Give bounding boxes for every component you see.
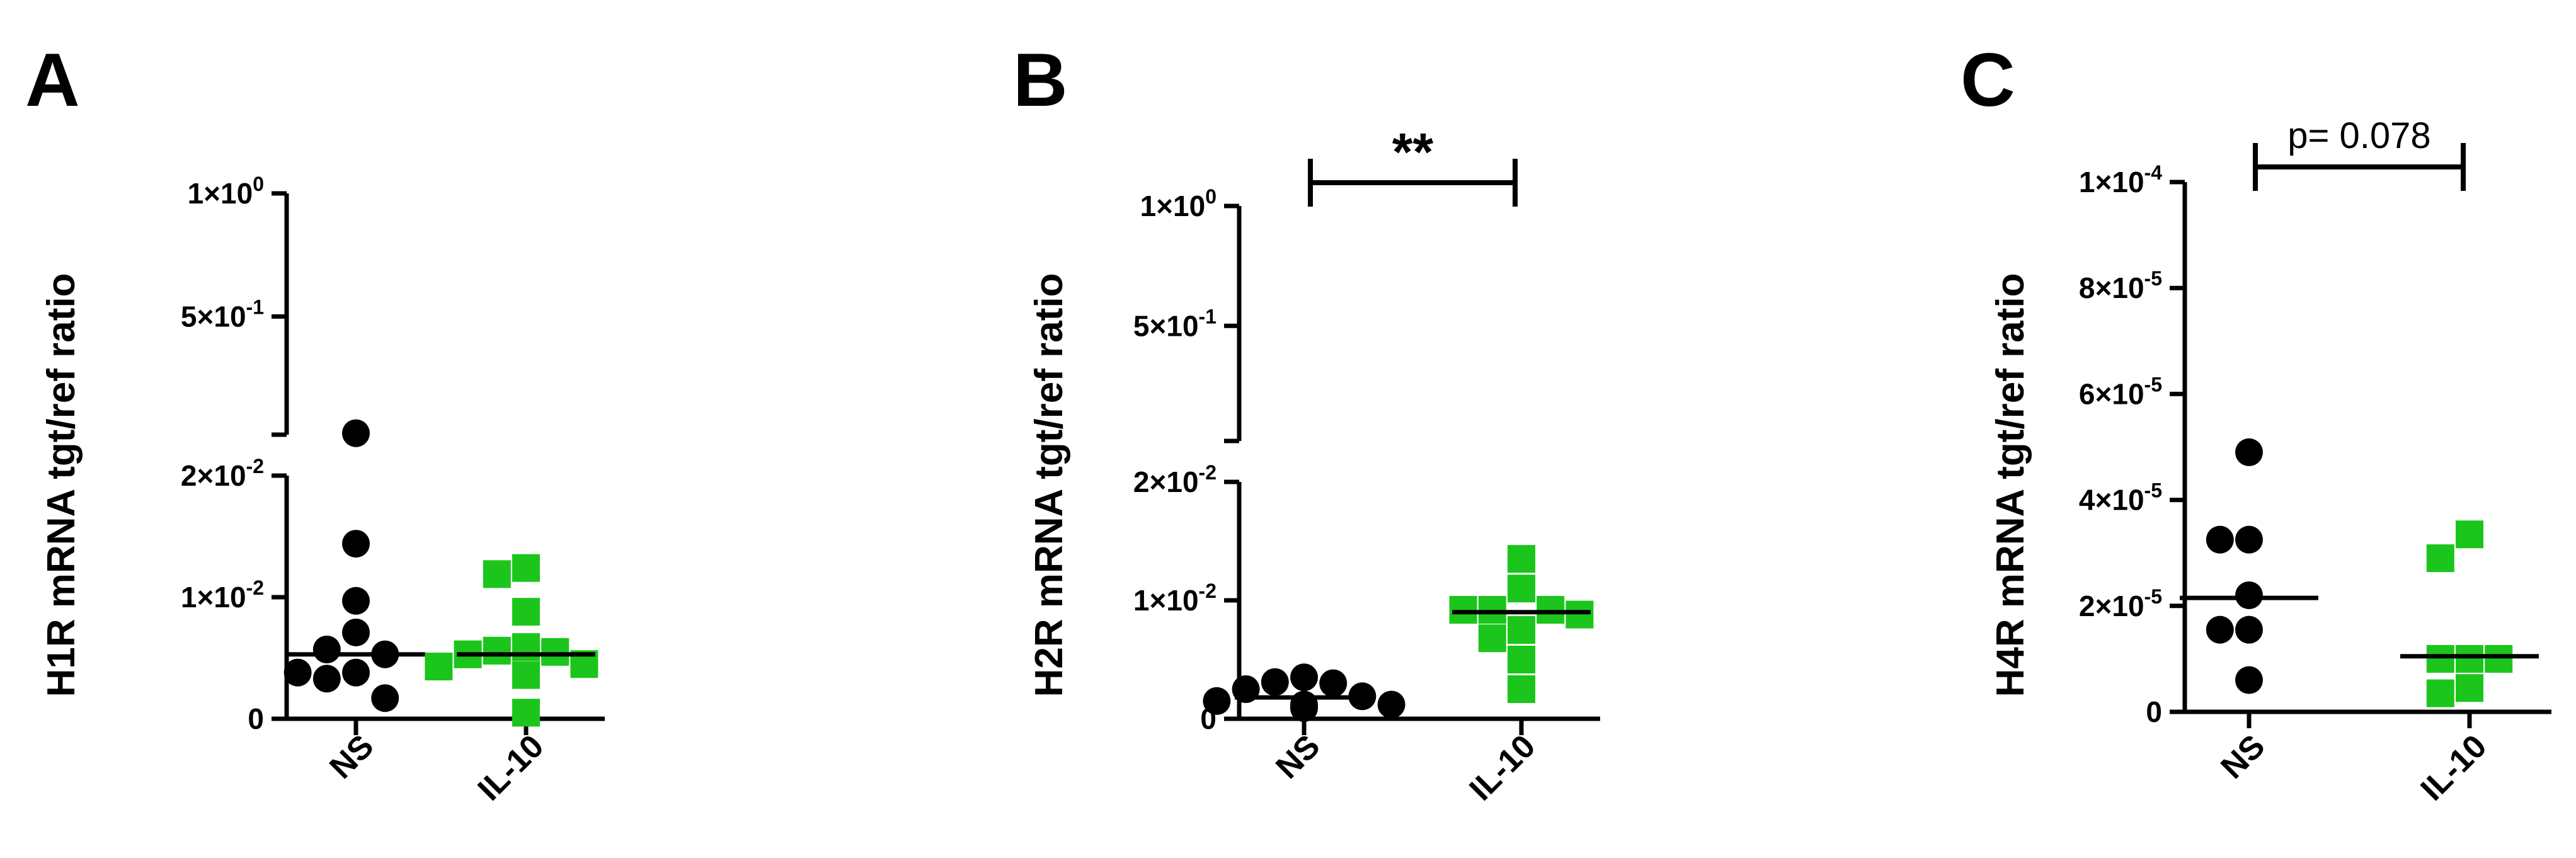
y-tick-label: 2×10-2 — [1133, 461, 1216, 498]
data-point — [2456, 644, 2483, 673]
data-point — [2235, 615, 2263, 644]
y-tick-label: 1×10-4 — [2079, 161, 2162, 198]
y-tick-label: 1×100 — [188, 173, 264, 210]
data-points — [1203, 545, 1594, 723]
panel-b: B H2R mRNA tgt/ref ratio 01×10-22×10-25×… — [1013, 38, 1600, 808]
x-category-label: IL-10 — [471, 728, 551, 808]
data-point — [1261, 668, 1289, 696]
data-point — [2456, 520, 2483, 549]
y-tick-label: 1×100 — [1140, 185, 1216, 222]
data-point — [512, 633, 540, 661]
axes: 0 2×10-5 4×10-5 6×10-5 8×10-5 1×10-4 p= 0.078 — [2079, 115, 2551, 728]
data-point — [1449, 596, 1477, 624]
data-point — [1478, 596, 1506, 624]
data-point — [2235, 438, 2263, 466]
data-point — [541, 638, 570, 666]
data-point — [483, 636, 511, 665]
data-point — [2206, 525, 2234, 554]
y-tick-label: 5×10-1 — [181, 295, 264, 333]
data-point — [342, 618, 370, 646]
data-point — [342, 658, 370, 687]
data-point — [312, 665, 341, 693]
significance-label: ** — [1392, 122, 1434, 181]
data-point — [342, 419, 370, 447]
data-point — [2485, 644, 2513, 673]
panel-a: A H1R mRNA tgt/ref ratio 0 1×10-2 2×10-2 5×… — [25, 38, 605, 808]
data-point — [512, 661, 540, 689]
data-points — [2180, 438, 2539, 707]
panel-letter-a: A — [25, 38, 80, 122]
data-point — [1508, 575, 1535, 603]
data-point — [2426, 644, 2454, 673]
data-point — [1478, 624, 1506, 653]
data-point — [512, 554, 540, 582]
data-point — [312, 635, 341, 663]
data-point — [2426, 679, 2454, 707]
y-tick-label: 0 — [248, 702, 264, 735]
x-category-label: NS — [1269, 728, 1327, 786]
data-point — [1537, 596, 1565, 624]
y-tick-label: 4×10-5 — [2079, 479, 2162, 517]
x-category-label: IL-10 — [1463, 728, 1543, 808]
data-point — [1566, 600, 1594, 629]
data-point — [425, 653, 453, 681]
data-point — [512, 598, 540, 626]
y-tick-label: 2×10-2 — [181, 455, 264, 492]
data-point — [1508, 616, 1535, 644]
y-axis-title: H1R mRNA tgt/ref ratio — [40, 273, 83, 697]
data-point — [2456, 674, 2483, 702]
y-tick-label: 8×10-5 — [2079, 267, 2162, 304]
data-point — [512, 699, 540, 727]
y-tick-label: 2×10-5 — [2079, 585, 2162, 622]
panel-c: C H4R mRNA tgt/ref ratio 0 2×10-5 4×10-5 6×… — [1961, 38, 2551, 808]
panel-letter-c: C — [1961, 38, 2015, 122]
x-category-label: IL-10 — [2414, 728, 2494, 808]
data-point — [1508, 545, 1535, 573]
data-point — [1290, 694, 1318, 723]
data-point — [2235, 525, 2263, 554]
significance-label: p= 0.078 — [2287, 115, 2430, 156]
data-point — [283, 658, 312, 687]
data-point — [1319, 669, 1348, 697]
data-point — [1377, 690, 1405, 719]
y-tick-label: 1×10-2 — [181, 576, 264, 614]
data-points — [283, 419, 598, 727]
y-tick-label: 5×10-1 — [1133, 305, 1216, 342]
data-point — [1203, 687, 1231, 715]
data-point — [371, 684, 399, 712]
x-category-label: NS — [2214, 728, 2272, 786]
data-point — [2206, 615, 2234, 644]
y-tick-label: 6×10-5 — [2079, 373, 2162, 410]
data-point — [2426, 544, 2454, 573]
y-tick-label: 1×10-2 — [1133, 580, 1216, 617]
axes: 0 1×10-2 2×10-2 5×10-1 1×100 — [181, 173, 605, 735]
data-point — [2235, 666, 2263, 694]
data-point — [342, 530, 370, 558]
y-axis-title: H2R mRNA tgt/ref ratio — [1028, 273, 1071, 697]
data-point — [483, 560, 511, 588]
y-axis-title: H4R mRNA tgt/ref ratio — [1989, 273, 2032, 697]
data-point — [1290, 663, 1318, 692]
panel-letter-b: B — [1013, 38, 1068, 122]
data-point — [342, 586, 370, 615]
data-point — [2235, 581, 2263, 609]
data-point — [1508, 646, 1535, 673]
data-point — [1508, 675, 1535, 703]
x-category-label: NS — [323, 728, 381, 786]
y-tick-label: 0 — [2146, 695, 2162, 728]
